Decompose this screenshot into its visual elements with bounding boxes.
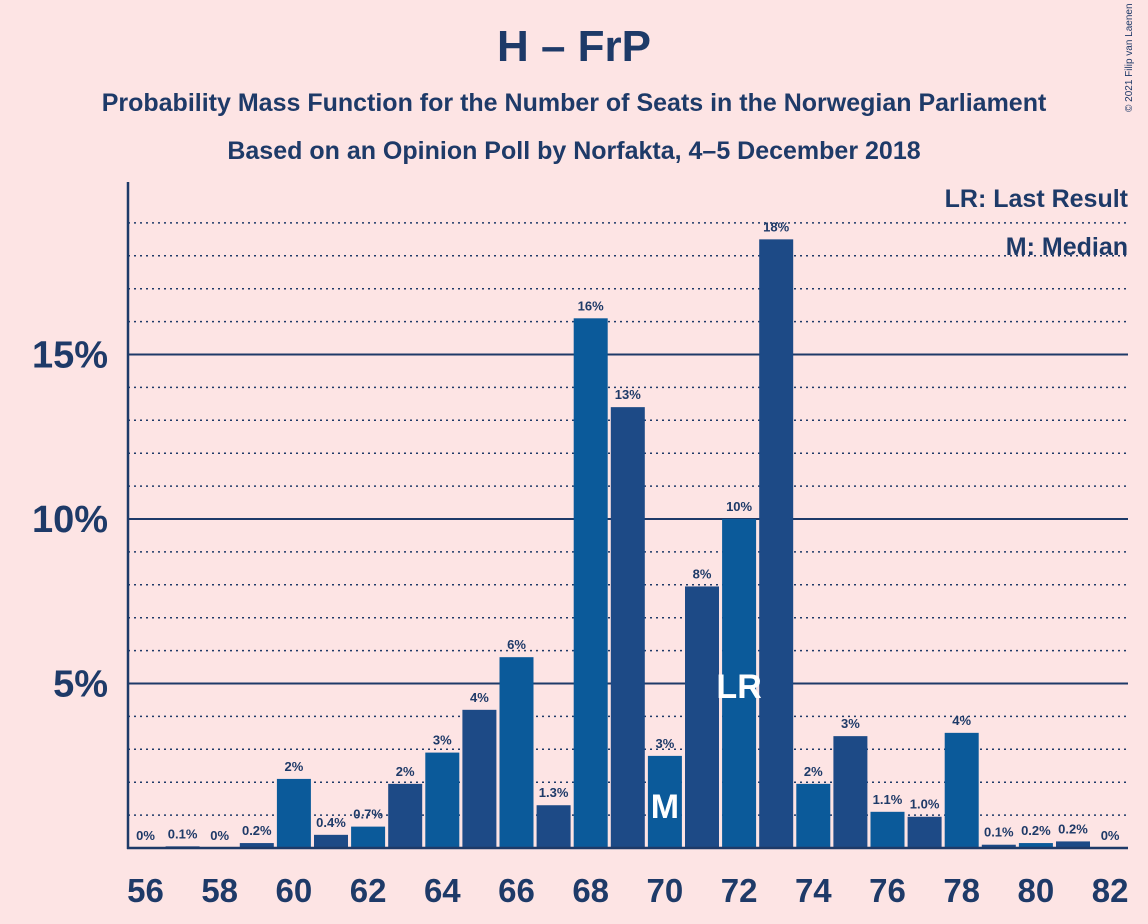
x-tick-label: 78 [943,872,980,909]
bar-value-label: 16% [578,298,604,313]
bar-seat-59 [239,843,274,848]
bar-value-label: 3% [841,716,860,731]
bar-value-label: 0% [136,828,155,843]
chart-title: H – FrP [496,22,652,71]
bar-value-label: 3% [433,733,452,748]
bar-seat-73 [759,239,794,849]
bar-seat-75 [833,736,868,848]
bar-seat-70 [647,755,682,848]
bar-value-label: 6% [507,637,526,652]
bar-value-label: 0.2% [242,823,272,838]
axes: 5% 10% 15% 56 58 60 62 64 66 68 70 72 74 76 78 80 82 [32,182,1129,909]
bar-value-label: 4% [952,713,971,728]
bars [165,239,1090,849]
bar-seat-81 [1056,841,1090,848]
bar-value-label: 0% [1101,828,1120,843]
bar-seat-76 [870,811,905,848]
bar-value-label: 8% [693,566,712,581]
x-tick-label: 72 [721,872,758,909]
x-tick-label: 56 [127,872,164,909]
bar-value-label: 0.1% [984,825,1014,840]
x-tick-label: 70 [647,872,684,909]
bar-seat-71 [685,586,719,848]
x-tick-label: 64 [424,872,461,909]
bar-value-label: 0.1% [168,826,198,841]
bar-value-label: 2% [804,764,823,779]
bar-value-label: 3% [656,736,675,751]
x-tick-label: 66 [498,872,535,909]
bar-value-label: 1.1% [873,792,903,807]
bar-seat-68 [573,318,608,848]
bar-labels: 0% 0.1% 0% 0.2% 2% 0.4% 0.7% 2% 3% 4% 6% 1.3% 16% 13%… [136,219,1120,843]
legend-last-result: LR: Last Result [944,185,1128,213]
x-tick-label: 58 [201,872,238,909]
x-tick-label: 62 [350,872,387,909]
bar-value-label: 2% [285,759,304,774]
bar-seat-80 [1018,843,1053,848]
chart-poll-source: Based on an Opinion Poll by Norfakta, 4–… [227,137,921,165]
bar-seat-64 [425,752,460,848]
bar-seat-77 [907,816,942,848]
bar-value-label: 13% [615,387,641,402]
x-tick-label: 80 [1018,872,1055,909]
median-marker: M [651,788,679,826]
x-tick-label: 76 [869,872,906,909]
y-tick-label: 5% [53,664,108,706]
bar-seat-78 [944,732,979,848]
x-tick-label: 68 [572,872,609,909]
bar-seat-79 [981,844,1016,848]
chart-subtitle: Probability Mass Function for the Number… [101,89,1047,117]
bar-seat-74 [796,783,831,848]
bar-value-label: 1.0% [910,797,940,812]
y-tick-label: 15% [32,335,108,377]
x-tick-label: 74 [795,872,832,909]
bar-seat-62 [351,826,386,848]
bar-value-label: 0% [210,828,229,843]
bar-value-label: 0.7% [353,807,383,822]
bar-value-label: 0.2% [1058,821,1088,836]
legend-median: M: Median [1005,233,1128,261]
bar-value-label: 4% [470,690,489,705]
bar-seat-63 [388,783,423,848]
y-tick-label: 10% [32,499,108,541]
bar-value-label: 18% [763,219,789,234]
last-result-marker: LR [716,668,761,706]
bar-seat-67 [536,805,571,848]
bar-seat-69 [610,407,645,848]
bar-value-label: 0.4% [316,815,346,830]
x-tick-label: 60 [276,872,313,909]
bar-seat-65 [462,709,497,848]
bar-value-label: 1.3% [539,785,569,800]
bar-value-label: 0.2% [1021,823,1051,838]
bar-value-label: 10% [726,499,752,514]
x-tick-label: 82 [1092,872,1129,909]
bar-value-label: 2% [396,764,415,779]
bar-seat-61 [314,834,348,848]
bar-seat-72 [722,519,757,848]
bar-seat-66 [499,657,534,848]
bar-seat-60 [276,778,311,848]
